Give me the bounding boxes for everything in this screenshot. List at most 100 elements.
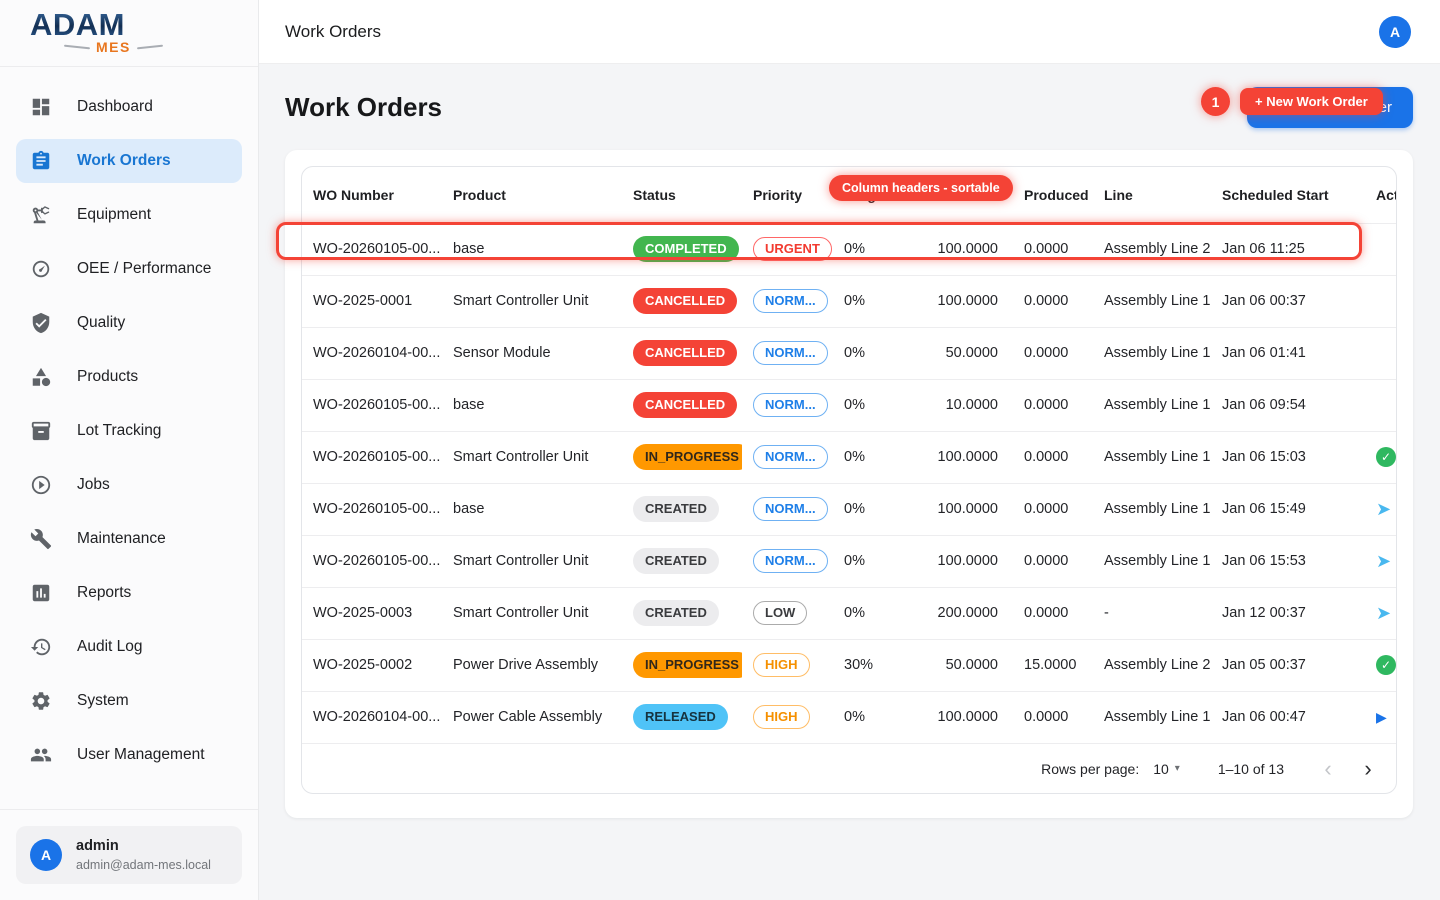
wrench-icon [30,529,52,550]
sidebar-item-reports[interactable]: Reports [16,571,242,615]
gear-icon [32,692,50,710]
play-icon[interactable] [1376,709,1387,726]
send-icon[interactable] [1376,551,1391,572]
priority-badge: NORM... [753,497,828,521]
cell-line: Assembly Line 1 [1093,482,1211,535]
priority-badge: NORM... [753,393,828,417]
sidebar-item-audit-log[interactable]: Audit Log [16,625,242,669]
cell-planned: 50.0000 [923,326,1013,379]
cell-produced: 15.0000 [1013,638,1093,691]
cell-product: Smart Controller Unit [442,534,622,587]
header-product[interactable]: Product [453,186,506,203]
work-orders-card: WO Number Product Status Priority Progre… [285,150,1413,818]
sidebar-item-jobs[interactable]: Jobs [16,463,242,507]
cell-product: base [442,222,622,275]
header-scheduled-start[interactable]: Scheduled Start [1222,186,1329,203]
cell-produced: 0.0000 [1013,534,1093,587]
header-wo-number[interactable]: WO Number [313,186,394,203]
sidebar-item-system[interactable]: System [16,679,242,723]
cell-line: Assembly Line 1 [1093,690,1211,743]
priority-badge: HIGH [753,705,810,730]
cell-wo-number: WO-20260105-00... [302,482,442,535]
table-row[interactable]: WO-2025-0002 Power Drive Assembly IN_PRO… [302,638,1396,691]
bar-chart-icon [32,584,50,602]
appbar: Work Orders A [259,0,1440,64]
cell-scheduled-start: Jan 06 09:54 [1211,378,1365,431]
new-work-order-button[interactable]: + New Work Order [1246,86,1413,128]
header-planned[interactable]: Planned [943,186,998,203]
header-status[interactable]: Status [633,186,676,203]
table-row[interactable]: WO-20260105-00... base CREATED NORM... 0… [302,482,1396,535]
send-icon[interactable] [1376,603,1391,624]
cell-product: Power Drive Assembly [442,638,622,691]
table-row[interactable]: WO-20260105-00... base CANCELLED NORM...… [302,378,1396,431]
cell-produced: 0.0000 [1013,274,1093,327]
cell-wo-number: WO-20260104-00... [302,326,442,379]
status-badge: CREATED [633,600,719,626]
table-row[interactable]: WO-20260104-00... Sensor Module CANCELLE… [302,326,1396,379]
rows-per-page-select[interactable]: 10 ▾ [1153,761,1180,777]
cell-progress: 0% [833,586,923,639]
cell-produced: 0.0000 [1013,586,1093,639]
main-area: Work Orders A Work Orders + New Work Ord… [259,0,1440,900]
cell-wo-number: WO-2025-0003 [302,586,442,639]
sidebar-item-equipment[interactable]: Equipment [16,193,242,237]
status-badge: CREATED [633,496,719,522]
user-card[interactable]: A admin admin@adam-mes.local [16,826,242,884]
cell-line: Assembly Line 1 [1093,378,1211,431]
cell-product: Sensor Module [442,326,622,379]
play-circle-icon [31,475,51,495]
header-produced[interactable]: Produced [1024,186,1089,203]
status-badge: CANCELLED [633,392,738,418]
cell-scheduled-start: Jan 06 11:25 [1211,222,1365,275]
status-badge: RELEASED [633,704,728,731]
cell-line: Assembly Line 2 [1093,638,1211,691]
header-actions[interactable]: Actions [1376,186,1397,203]
header-line[interactable]: Line [1104,186,1133,203]
status-badge: CREATED [633,548,719,574]
user-avatar[interactable]: A [1379,15,1411,48]
cell-progress: 0% [833,274,923,327]
table-row[interactable]: WO-20260104-00... Power Cable Assembly R… [302,690,1396,743]
cell-product: Smart Controller Unit [442,430,622,483]
chevron-left-icon[interactable]: ‹ [1324,755,1332,781]
sidebar-item-user-management[interactable]: User Management [16,733,242,777]
table-row[interactable]: WO-2025-0003 Smart Controller Unit CREAT… [302,586,1396,639]
table-row[interactable]: WO-2025-0001 Smart Controller Unit CANCE… [302,274,1396,327]
shield-check-icon [32,312,50,334]
check-circle-icon[interactable] [1376,655,1396,675]
cell-wo-number: WO-2025-0001 [302,274,442,327]
cell-progress: 0% [833,482,923,535]
sidebar-item-dashboard[interactable]: Dashboard [16,85,242,129]
header-progress[interactable]: Progress [844,186,905,203]
cell-planned: 200.0000 [923,586,1013,639]
cell-wo-number: WO-20260105-00... [302,222,442,275]
app-logo: ADAM MES [0,0,258,67]
chevron-right-icon[interactable]: › [1364,755,1372,781]
sidebar-item-work-orders[interactable]: Work Orders [16,139,242,183]
header-priority[interactable]: Priority [753,186,803,203]
sidebar-item-products[interactable]: Products [16,355,242,399]
user-email: admin@adam-mes.local [76,858,211,872]
sidebar-item-label: OEE / Performance [77,260,212,277]
status-badge: CANCELLED [633,340,738,366]
table-header-row: WO Number Product Status Priority Progre… [302,167,1397,223]
sidebar-item-maintenance[interactable]: Maintenance [16,517,242,561]
cell-progress: 0% [833,326,923,379]
logo-subtitle: MES [64,39,258,55]
send-icon[interactable] [1376,499,1391,520]
table-row[interactable]: WO-20260105-00... Smart Controller Unit … [302,534,1396,587]
table-row[interactable]: WO-20260105-00... base COMPLETED URGENT … [302,222,1396,275]
sidebar-item-label: System [77,692,129,709]
sidebar-item-quality[interactable]: Quality [16,301,242,345]
cell-wo-number: WO-2025-0002 [302,638,442,691]
cell-planned: 100.0000 [923,430,1013,483]
sidebar-item-oee-performance[interactable]: OEE / Performance [16,247,242,291]
cell-progress: 0% [833,430,923,483]
cell-progress: 30% [833,638,923,691]
table-row[interactable]: WO-20260105-00... Smart Controller Unit … [302,430,1396,483]
check-circle-icon[interactable] [1376,447,1396,467]
cell-scheduled-start: Jan 06 15:49 [1211,482,1365,535]
cell-line: Assembly Line 1 [1093,430,1211,483]
sidebar-item-lot-tracking[interactable]: Lot Tracking [16,409,242,453]
